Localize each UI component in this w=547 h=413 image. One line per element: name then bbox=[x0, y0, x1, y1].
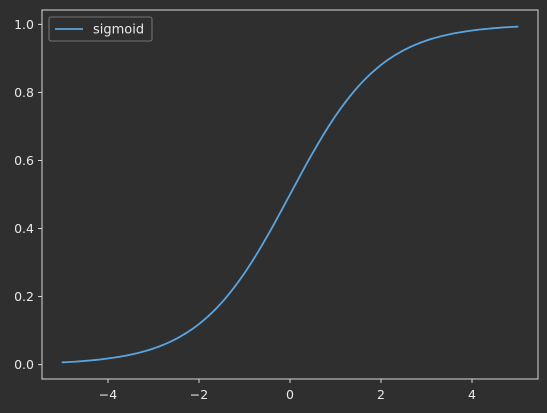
y-tick-label: 0.6 bbox=[14, 153, 34, 168]
x-tick-label: 0 bbox=[286, 387, 294, 402]
y-tick-label: 0.8 bbox=[14, 85, 34, 100]
y-tick-label: 1.0 bbox=[14, 17, 34, 32]
x-tick-label: −2 bbox=[190, 387, 208, 402]
x-tick-label: −4 bbox=[99, 387, 117, 402]
x-tick-label: 2 bbox=[377, 387, 385, 402]
y-axis-ticks: 0.0 0.2 0.4 0.6 0.8 1.0 bbox=[14, 17, 42, 372]
legend: sigmoid bbox=[48, 16, 153, 42]
y-tick-label: 0.4 bbox=[14, 221, 34, 236]
legend-label-sigmoid: sigmoid bbox=[93, 23, 144, 38]
x-tick-label: 4 bbox=[468, 387, 476, 402]
y-tick-label: 0.0 bbox=[14, 357, 34, 372]
sigmoid-line bbox=[61, 25, 519, 364]
legend-box bbox=[48, 16, 153, 42]
y-tick-label: 0.2 bbox=[14, 289, 34, 304]
x-axis-ticks: −4 −2 0 2 4 bbox=[99, 379, 476, 402]
